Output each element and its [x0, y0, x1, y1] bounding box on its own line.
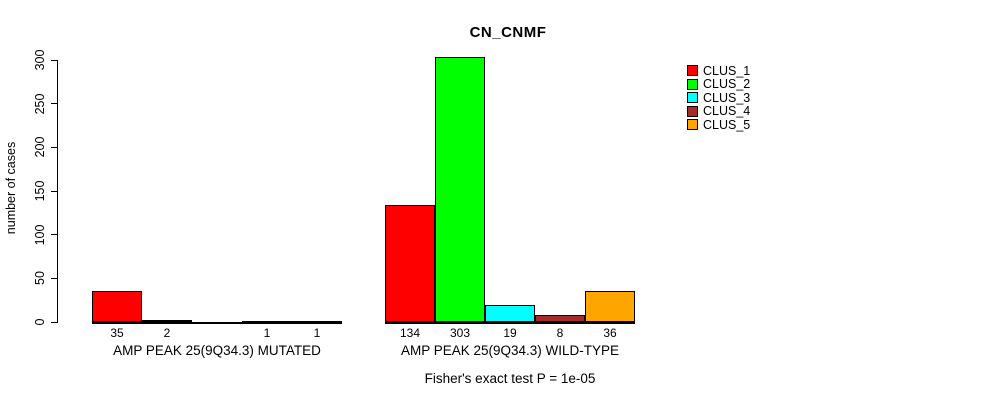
y-axis-tick-label: 0: [33, 318, 47, 326]
bar-clus_2-group2: [435, 57, 485, 322]
bar-clus_1-group2: [385, 205, 435, 322]
bar-clus_5-group2: [585, 291, 635, 322]
bar-clus_4-group2: [535, 315, 585, 322]
y-axis-tick-label: 150: [33, 180, 47, 202]
x-axis-baseline: [385, 322, 635, 324]
y-axis-tick-label: 200: [33, 136, 47, 158]
bar-clus_3-group2: [485, 305, 535, 322]
chart-title: CN_CNMF: [469, 24, 547, 41]
legend-label-clus_3: CLUS_3: [703, 90, 751, 105]
bar-value-label: 1: [263, 326, 271, 340]
y-axis-tick-label: 50: [33, 271, 47, 286]
legend-label-clus_4: CLUS_4: [703, 104, 751, 119]
y-axis-tick-label: 300: [33, 49, 47, 71]
y-axis-tick: [51, 321, 58, 323]
y-axis-tick: [51, 59, 58, 61]
legend-label-clus_1: CLUS_1: [703, 63, 751, 78]
y-axis-tick: [51, 190, 58, 192]
bar-value-label: 8: [556, 326, 564, 340]
legend-swatch-clus_2: [687, 78, 698, 90]
legend-swatch-clus_3: [687, 92, 698, 104]
bar-clus_4-group1: [242, 321, 292, 323]
x-axis-baseline: [92, 322, 342, 324]
y-axis-tick: [51, 234, 58, 236]
y-axis-tick: [51, 103, 58, 105]
legend-label-clus_2: CLUS_2: [703, 77, 751, 92]
bar-value-label: 19: [503, 326, 517, 340]
group-x-label: AMP PEAK 25(9Q34.3) WILD-TYPE: [400, 343, 620, 358]
legend-swatch-clus_1: [687, 65, 698, 76]
bar-value-label: 35: [110, 326, 124, 340]
legend-swatch-clus_5: [687, 119, 698, 131]
group-x-label: AMP PEAK 25(9Q34.3) MUTATED: [113, 343, 321, 358]
y-axis-tick-label: 100: [33, 224, 47, 246]
y-axis-label: number of cases: [4, 141, 18, 235]
bar-value-label: 2: [163, 326, 171, 340]
bar-value-label: 36: [603, 326, 617, 340]
bar-clus_2-group1: [142, 320, 192, 322]
bar-clus_1-group1: [92, 291, 142, 322]
y-axis-tick-label: 250: [33, 93, 47, 115]
bar-value-label: 1: [313, 326, 321, 340]
legend-swatch-clus_4: [687, 105, 698, 117]
bar-clus_5-group1: [292, 321, 342, 323]
legend-label-clus_5: CLUS_5: [703, 117, 751, 132]
y-axis-tick: [51, 146, 58, 148]
y-axis-line: [57, 60, 58, 323]
bar-value-label: 134: [399, 326, 421, 340]
bar-value-label: 303: [449, 326, 471, 340]
fisher-test-note: Fisher's exact test P = 1e-05: [424, 371, 596, 386]
y-axis-tick: [51, 277, 58, 279]
